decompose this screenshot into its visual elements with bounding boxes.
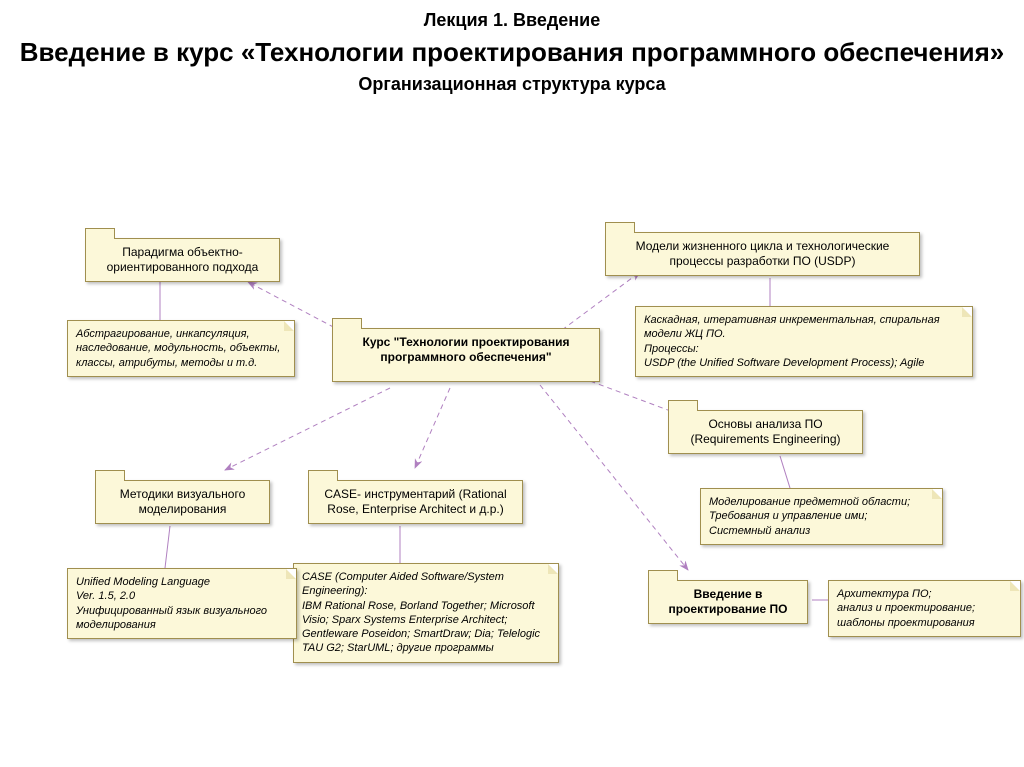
note-paradigm_note: Абстрагирование, инкапсуляция, наследова…: [67, 320, 295, 377]
node-lifecycle: Модели жизненного цикла и технологически…: [605, 232, 920, 276]
node-label: Парадигма объектно-ориентированного подх…: [85, 238, 280, 282]
node-analysis: Основы анализа ПО (Requirements Engineer…: [668, 410, 863, 454]
edge-8: [780, 456, 790, 488]
subtitle: Организационная структура курса: [0, 74, 1024, 95]
edge-4: [415, 388, 450, 468]
node-label: Методики визуального моделирования: [95, 480, 270, 524]
node-label: Введение в проектирование ПО: [648, 580, 808, 624]
node-label: Основы анализа ПО (Requirements Engineer…: [668, 410, 863, 454]
edge-11: [165, 526, 170, 568]
node-label: CASE- инструментарий (Rational Rose, Ent…: [308, 480, 523, 524]
note-design_note: Архитектура ПО; анализ и проектирование;…: [828, 580, 1021, 637]
node-center: Курс "Технологии проектирования программ…: [332, 328, 600, 382]
note-lifecycle_note: Каскадная, итеративная инкрементальная, …: [635, 306, 973, 377]
note-visual_note: Unified Modeling Language Ver. 1.5, 2.0 …: [67, 568, 297, 639]
edge-3: [540, 385, 688, 570]
node-label: Модели жизненного цикла и технологически…: [605, 232, 920, 276]
diagram-canvas: Лекция 1. Введение Введение в курс «Техн…: [0, 10, 1024, 767]
supertitle: Лекция 1. Введение: [0, 10, 1024, 31]
node-paradigm: Парадигма объектно-ориентированного подх…: [85, 238, 280, 282]
main-title: Введение в курс «Технологии проектирован…: [0, 37, 1024, 68]
node-visual: Методики визуального моделирования: [95, 480, 270, 524]
heading-block: Лекция 1. Введение Введение в курс «Техн…: [0, 10, 1024, 95]
edge-1: [562, 272, 640, 330]
edge-5: [225, 388, 390, 470]
node-label: Курс "Технологии проектирования программ…: [332, 328, 600, 382]
node-casetool: CASE- инструментарий (Rational Rose, Ent…: [308, 480, 523, 524]
node-design: Введение в проектирование ПО: [648, 580, 808, 624]
note-analysis_note: Моделирование предметной области; Требов…: [700, 488, 943, 545]
note-case_note: CASE (Computer Aided Software/System Eng…: [293, 563, 559, 663]
